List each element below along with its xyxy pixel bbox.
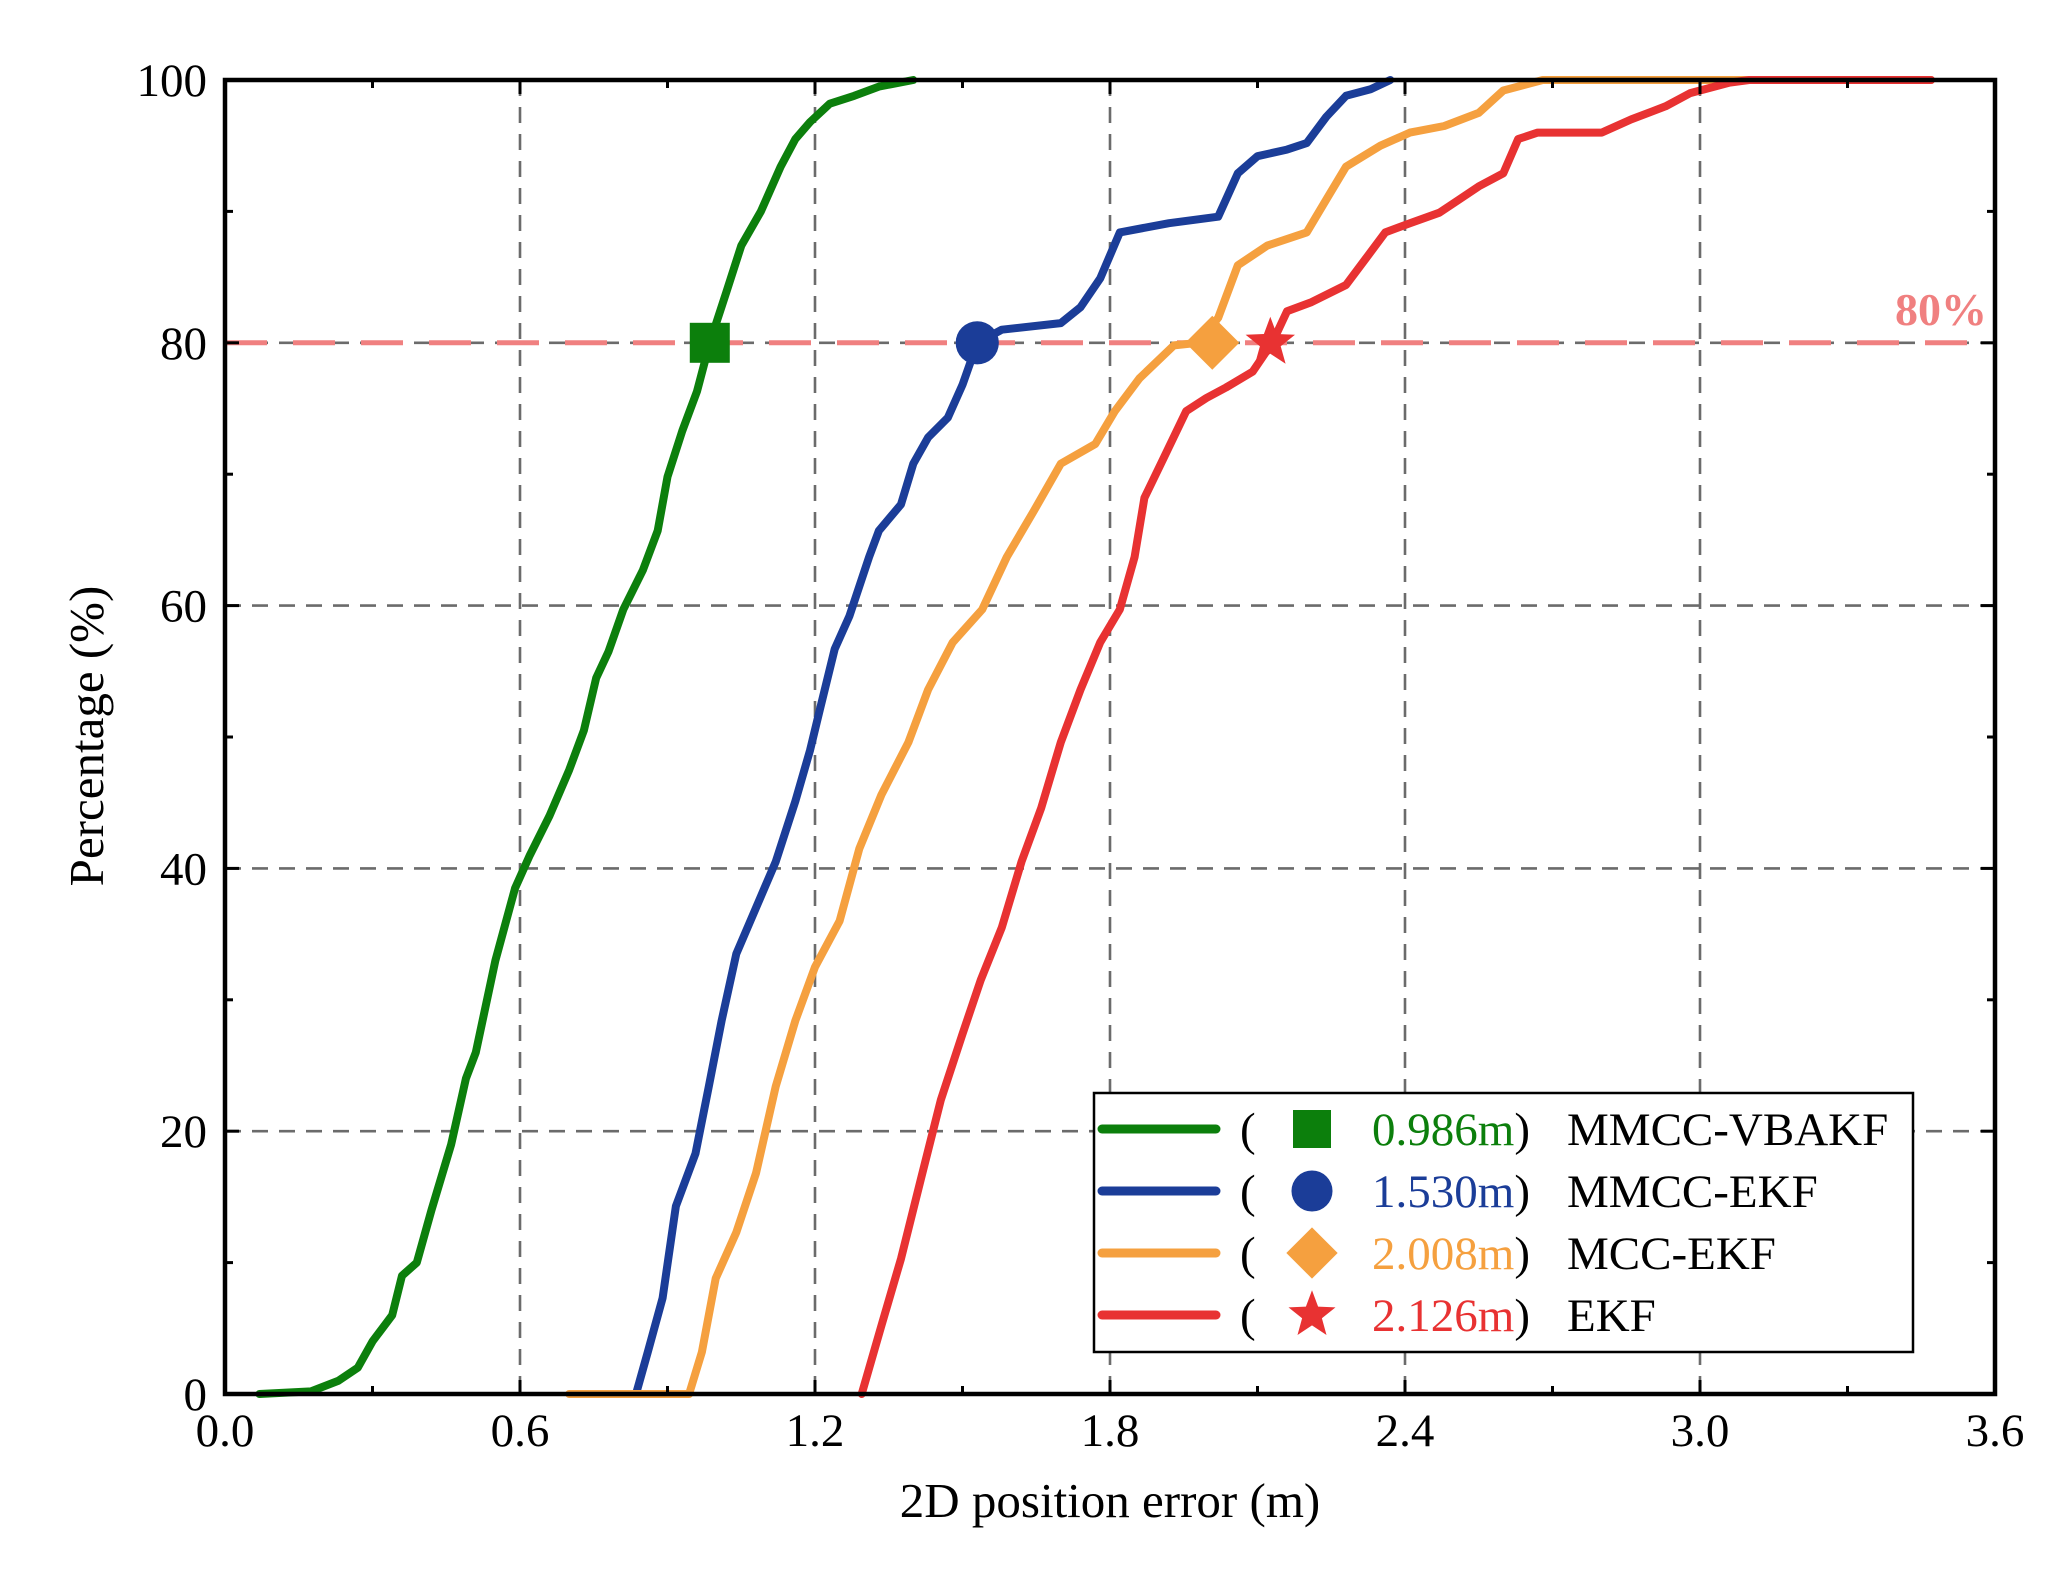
legend-marker-mmcc-ekf (1291, 1170, 1333, 1212)
legend-open-paren: ( (1240, 1290, 1256, 1342)
series-mcc-ekf (565, 76, 1936, 1398)
y-tick-label: 80 (160, 318, 207, 370)
x-tick-label: 2.4 (1376, 1405, 1435, 1457)
series-mmcc-ekf (632, 76, 1395, 1398)
legend-close-paren: ) (1514, 1166, 1530, 1218)
x-tick-label: 3.0 (1671, 1405, 1730, 1457)
x-tick-label: 1.2 (786, 1405, 845, 1457)
series-line-ekf (857, 76, 1936, 1398)
y-tick-label: 60 (160, 581, 207, 633)
legend-value: 2.008m (1372, 1228, 1514, 1280)
x-tick-label: 0.0 (196, 1405, 255, 1457)
legend-series-name: MMCC-VBAKF (1567, 1104, 1888, 1156)
reference-line-label: 80% (1895, 284, 1987, 335)
legend-item-mmcc-ekf: (1.530m) MMCC-EKF (1097, 1166, 1818, 1218)
legend-value-text: 1.530m) (1372, 1166, 1530, 1218)
legend-value: 0.986m (1372, 1104, 1514, 1156)
series-line-mcc-ekf (565, 76, 1936, 1398)
series-line-mmcc-ekf (632, 76, 1395, 1398)
legend-value-text: 0.986m) (1372, 1104, 1530, 1156)
x-tick-label: 1.8 (1081, 1405, 1140, 1457)
y-tick-label: 20 (160, 1106, 207, 1158)
y-tick-label: 0 (184, 1369, 208, 1421)
marker-80-ekf (1245, 316, 1295, 364)
legend-close-paren: ) (1514, 1290, 1530, 1342)
legend-close-paren: ) (1514, 1104, 1530, 1156)
legend-box (1092, 1091, 1915, 1354)
legend-series-name: MMCC-EKF (1567, 1166, 1818, 1218)
marker-80-mmcc-vbakf (689, 322, 730, 363)
legend-marker-ekf (1288, 1290, 1336, 1335)
legend-item-mmcc-vbakf: (0.986m) MMCC-VBAKF (1097, 1104, 1888, 1156)
legend-marker-mcc-ekf (1286, 1227, 1338, 1279)
series-line-mmcc-vbakf (255, 76, 918, 1398)
legend-marker-mmcc-vbakf (1293, 1110, 1331, 1148)
legend-value: 2.126m (1372, 1290, 1514, 1342)
y-tick-label: 40 (160, 843, 207, 895)
legend-value-text: 2.126m) (1372, 1290, 1530, 1342)
series-ekf (857, 76, 1936, 1398)
legend-open-paren: ( (1240, 1228, 1256, 1280)
x-axis-title: 2D position error (m) (900, 1473, 1321, 1528)
legend-value: 1.530m (1372, 1166, 1514, 1218)
tick-labels: 0.0 0.6 1.2 1.8 2.4 3.0 3.6 0 20 40 60 80 100 (137, 55, 2025, 1457)
x-tick-label: 3.6 (1966, 1405, 2025, 1457)
axis-ticks (223, 78, 1997, 1396)
y-tick-label: 100 (137, 55, 208, 107)
legend: (0.986m) MMCC-VBAKF (1.530m) MMCC-EKF (2.008… (1092, 1091, 1915, 1354)
legend-item-mcc-ekf: (2.008m) MCC-EKF (1097, 1227, 1776, 1280)
marker-80-mmcc-ekf (955, 321, 999, 365)
marker-80-mcc-ekf (1185, 315, 1240, 370)
legend-series-name: MCC-EKF (1567, 1228, 1776, 1280)
legend-close-paren: ) (1514, 1228, 1530, 1280)
legend-open-paren: ( (1240, 1104, 1256, 1156)
y-axis-title: Percentage (%) (59, 586, 114, 887)
series-mmcc-vbakf (255, 76, 918, 1398)
legend-value-text: 2.008m) (1372, 1228, 1530, 1280)
legend-series-name: EKF (1567, 1290, 1656, 1342)
legend-item-ekf: (2.126m) EKF (1097, 1290, 1656, 1342)
legend-open-paren: ( (1240, 1166, 1256, 1218)
x-tick-label: 0.6 (491, 1405, 550, 1457)
